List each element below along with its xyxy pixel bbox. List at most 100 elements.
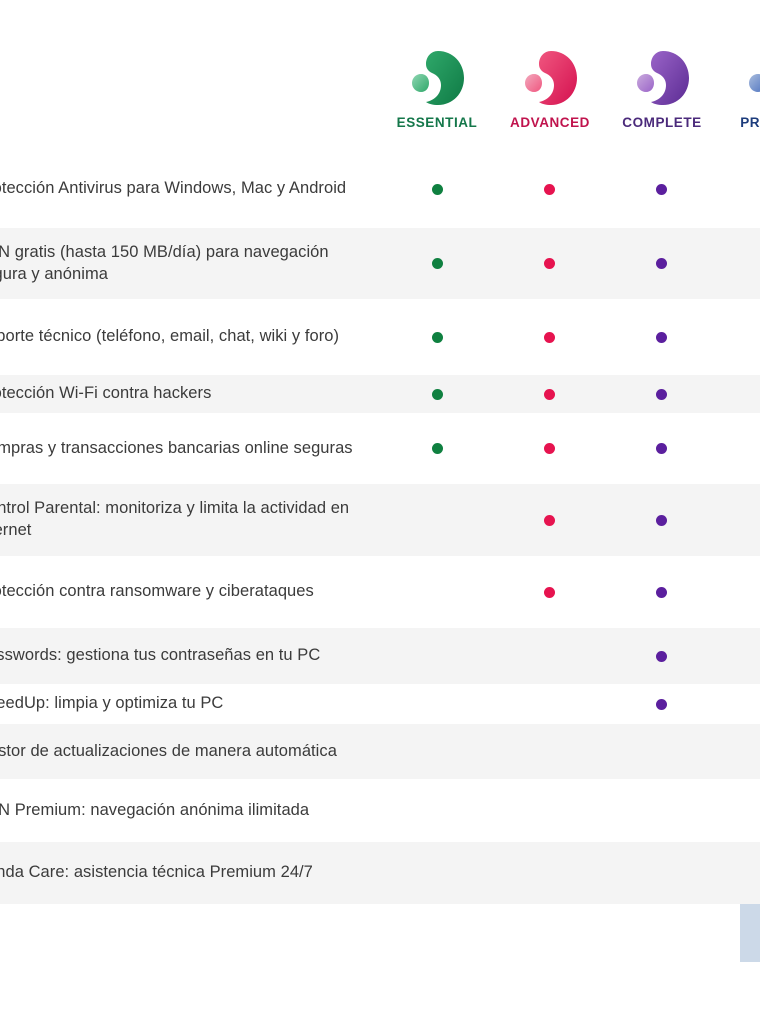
included-dot-icon xyxy=(543,586,555,598)
feature-availability-cell xyxy=(493,842,605,904)
feature-availability-cell xyxy=(740,724,760,779)
included-dot-icon xyxy=(655,443,667,454)
feature-availability-cell xyxy=(605,842,717,904)
table-row: Passwords: gestiona tus contraseñas en t… xyxy=(0,628,760,684)
plan-name-label: PREMIUM xyxy=(740,115,760,130)
included-dot-icon xyxy=(655,183,667,195)
table-row: Protección contra ransomware y ciberataq… xyxy=(0,556,760,628)
included-dot-icon xyxy=(655,698,667,710)
feature-availability-cell xyxy=(381,299,493,375)
feature-availability-cell xyxy=(381,413,493,484)
feature-availability-cell xyxy=(740,228,760,299)
feature-label: Passwords: gestiona tus contraseñas en t… xyxy=(0,646,321,665)
included-dot-icon xyxy=(431,388,443,400)
feature-availability-cell xyxy=(493,299,605,375)
feature-label: Protección Wi-Fi contra hackers xyxy=(0,384,212,403)
feature-label: Protección Antivirus para Windows, Mac y… xyxy=(0,179,347,198)
feature-label: Gestor de actualizaciones de manera auto… xyxy=(0,741,337,760)
feature-label: VPN Premium: navegación anónima ilimitad… xyxy=(0,800,310,819)
feature-availability-cell xyxy=(605,299,717,375)
included-dot-icon xyxy=(431,331,443,343)
included-dot-icon xyxy=(543,258,555,269)
feature-availability-cell xyxy=(740,842,760,904)
included-dot-icon xyxy=(431,443,443,454)
feature-availability-cell xyxy=(493,150,605,228)
plan-column-header-complete[interactable]: COMPLETE xyxy=(587,0,737,150)
included-dot-icon xyxy=(543,443,555,454)
feature-label: Control Parental: monitoriza y limita la… xyxy=(0,499,350,539)
feature-availability-cell xyxy=(605,724,717,779)
table-row: Protección Wi-Fi contra hackers xyxy=(0,375,760,413)
feature-availability-cell xyxy=(740,779,760,842)
feature-availability-cell xyxy=(493,724,605,779)
included-dot-icon xyxy=(655,331,667,343)
included-dot-icon xyxy=(655,388,667,400)
table-row: Protección Antivirus para Windows, Mac y… xyxy=(0,150,760,228)
feature-label: SpeedUp: limpia y optimiza tu PC xyxy=(0,694,224,713)
included-dot-icon xyxy=(655,258,667,269)
feature-availability-cell xyxy=(493,628,605,684)
feature-availability-cell xyxy=(381,484,493,556)
feature-availability-cell xyxy=(381,779,493,842)
feature-availability-cell xyxy=(381,684,493,724)
feature-availability-cell xyxy=(381,724,493,779)
table-row: Control Parental: monitoriza y limita la… xyxy=(0,484,760,556)
feature-label: Panda Care: asistencia técnica Premium 2… xyxy=(0,863,313,882)
feature-availability-cell xyxy=(605,556,717,628)
feature-availability-cell xyxy=(381,375,493,413)
feature-availability-cell xyxy=(493,684,605,724)
included-dot-icon xyxy=(543,183,555,195)
feature-rows: Protección Antivirus para Windows, Mac y… xyxy=(0,150,760,904)
feature-availability-cell xyxy=(605,413,717,484)
feature-availability-cell xyxy=(493,779,605,842)
included-dot-icon xyxy=(543,514,555,526)
table-row: Panda Care: asistencia técnica Premium 2… xyxy=(0,842,760,904)
plan-column-header-essential[interactable]: ESSENTIAL xyxy=(362,0,512,150)
feature-label: VPN gratis (hasta 150 MB/día) para naveg… xyxy=(0,242,329,283)
included-dot-icon xyxy=(543,331,555,343)
plan-column-header-premium[interactable]: PREMIUM xyxy=(699,0,760,150)
feature-availability-cell xyxy=(740,413,760,484)
included-dot-icon xyxy=(431,183,443,195)
plan-name-label: ADVANCED xyxy=(510,115,590,130)
feature-label: Compras y transacciones bancarias online… xyxy=(0,438,353,457)
crescent-logo-purple-icon xyxy=(633,49,691,107)
table-row: VPN gratis (hasta 150 MB/día) para naveg… xyxy=(0,228,760,299)
feature-label: Protección contra ransomware y ciberataq… xyxy=(0,582,314,601)
feature-availability-cell xyxy=(381,556,493,628)
feature-availability-cell xyxy=(740,628,760,684)
table-row: VPN Premium: navegación anónima ilimitad… xyxy=(0,779,760,842)
feature-availability-cell xyxy=(605,375,717,413)
plan-column-header-advanced[interactable]: ADVANCED xyxy=(475,0,625,150)
feature-availability-cell xyxy=(493,556,605,628)
included-dot-icon xyxy=(431,258,443,269)
feature-availability-cell xyxy=(605,150,717,228)
feature-availability-cell xyxy=(605,628,717,684)
feature-availability-cell xyxy=(493,228,605,299)
feature-availability-cell xyxy=(740,299,760,375)
feature-availability-cell xyxy=(605,684,717,724)
crescent-logo-red-icon xyxy=(521,49,579,107)
feature-availability-cell xyxy=(605,228,717,299)
feature-availability-cell xyxy=(381,228,493,299)
feature-availability-cell xyxy=(740,484,760,556)
plan-name-label: ESSENTIAL xyxy=(396,115,478,130)
feature-availability-cell xyxy=(740,684,760,724)
feature-availability-cell xyxy=(493,375,605,413)
table-row: Compras y transacciones bancarias online… xyxy=(0,413,760,484)
table-row: Soporte técnico (teléfono, email, chat, … xyxy=(0,299,760,375)
feature-availability-cell xyxy=(493,413,605,484)
table-row: Gestor de actualizaciones de manera auto… xyxy=(0,724,760,779)
feature-availability-cell xyxy=(740,150,760,228)
feature-availability-cell xyxy=(740,556,760,628)
feature-availability-cell xyxy=(381,842,493,904)
feature-label: Soporte técnico (teléfono, email, chat, … xyxy=(0,327,340,346)
included-dot-icon xyxy=(655,586,667,598)
included-dot-icon xyxy=(543,388,555,400)
feature-availability-cell xyxy=(381,150,493,228)
feature-availability-cell xyxy=(605,779,717,842)
included-dot-icon xyxy=(655,650,667,662)
plan-name-label: COMPLETE xyxy=(622,115,702,130)
